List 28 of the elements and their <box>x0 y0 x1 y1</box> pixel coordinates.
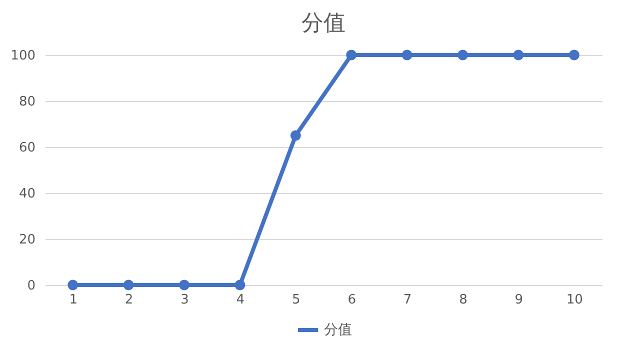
y-tick-label: 0 <box>27 278 36 294</box>
point <box>68 280 78 290</box>
x-tick-label: 3 <box>180 292 189 308</box>
y-tick-label: 20 <box>18 232 36 248</box>
y-tick-label: 100 <box>10 48 36 64</box>
legend-label: 分值 <box>324 322 352 338</box>
x-tick-label: 1 <box>69 292 78 308</box>
x-tick-label: 6 <box>348 292 356 308</box>
point <box>513 50 524 60</box>
x-tick-label: 2 <box>124 292 134 308</box>
point <box>402 50 412 60</box>
point <box>179 280 190 290</box>
point <box>568 50 580 60</box>
point <box>458 50 468 60</box>
x-tick-label: 7 <box>403 292 412 308</box>
x-tick-label: 8 <box>459 292 468 308</box>
x-tick-label: 10 <box>566 292 583 308</box>
point <box>346 50 357 60</box>
x-tick-label: 4 <box>236 292 245 308</box>
y-tick-label: 40 <box>18 186 36 202</box>
y-tick-label: 80 <box>18 94 36 110</box>
point <box>123 280 134 290</box>
y-tick-label: 60 <box>18 140 36 156</box>
x-tick-label: 9 <box>514 292 524 308</box>
point <box>290 130 301 141</box>
x-tick-label: 5 <box>292 292 300 308</box>
chart-title: 分值 <box>302 11 346 36</box>
point <box>234 280 246 290</box>
